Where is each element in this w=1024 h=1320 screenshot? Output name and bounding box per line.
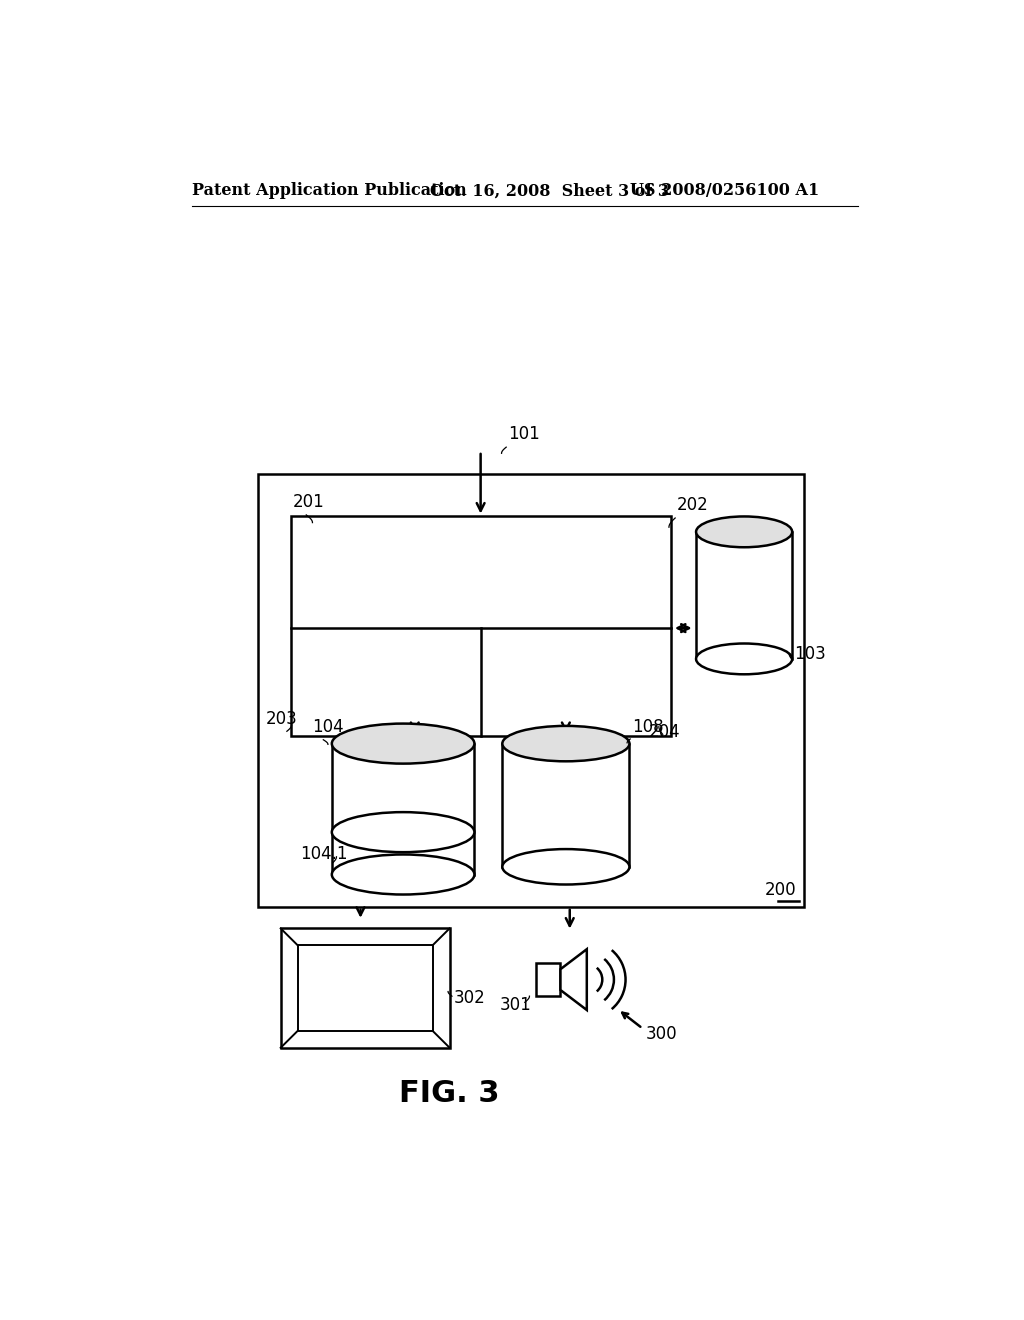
Bar: [503, 743, 630, 867]
Text: Oct. 16, 2008  Sheet 3 of 3: Oct. 16, 2008 Sheet 3 of 3: [430, 182, 669, 199]
Text: 302: 302: [454, 989, 485, 1007]
Ellipse shape: [503, 849, 630, 884]
Bar: [696, 532, 793, 659]
Text: 103: 103: [795, 644, 826, 663]
Text: 101: 101: [508, 425, 540, 444]
Ellipse shape: [332, 854, 474, 895]
Text: 104: 104: [311, 718, 343, 737]
Text: 301: 301: [500, 997, 531, 1014]
Bar: [291, 516, 671, 737]
Ellipse shape: [696, 516, 793, 548]
Bar: [537, 964, 560, 997]
Ellipse shape: [696, 644, 793, 675]
Bar: [298, 945, 432, 1031]
Text: FIG. 3: FIG. 3: [399, 1080, 500, 1109]
Ellipse shape: [332, 723, 474, 763]
Text: US 2008/0256100 A1: US 2008/0256100 A1: [630, 182, 819, 199]
Text: 203: 203: [266, 710, 298, 729]
Polygon shape: [560, 949, 587, 1010]
Ellipse shape: [503, 726, 630, 762]
Bar: [332, 743, 474, 875]
Ellipse shape: [332, 812, 474, 853]
Text: 108: 108: [632, 718, 664, 737]
Bar: [258, 474, 804, 907]
Text: 200: 200: [765, 882, 796, 899]
Text: 300: 300: [646, 1024, 677, 1043]
Text: 104.1: 104.1: [300, 845, 347, 863]
Text: 201: 201: [292, 494, 324, 511]
Text: Patent Application Publication: Patent Application Publication: [191, 182, 466, 199]
Bar: [281, 928, 450, 1048]
Text: 204: 204: [649, 723, 680, 742]
Text: 202: 202: [677, 496, 709, 515]
